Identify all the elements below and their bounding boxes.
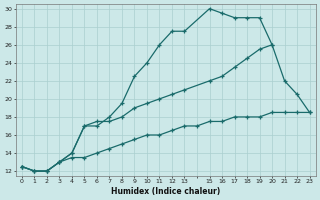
X-axis label: Humidex (Indice chaleur): Humidex (Indice chaleur)	[111, 187, 220, 196]
